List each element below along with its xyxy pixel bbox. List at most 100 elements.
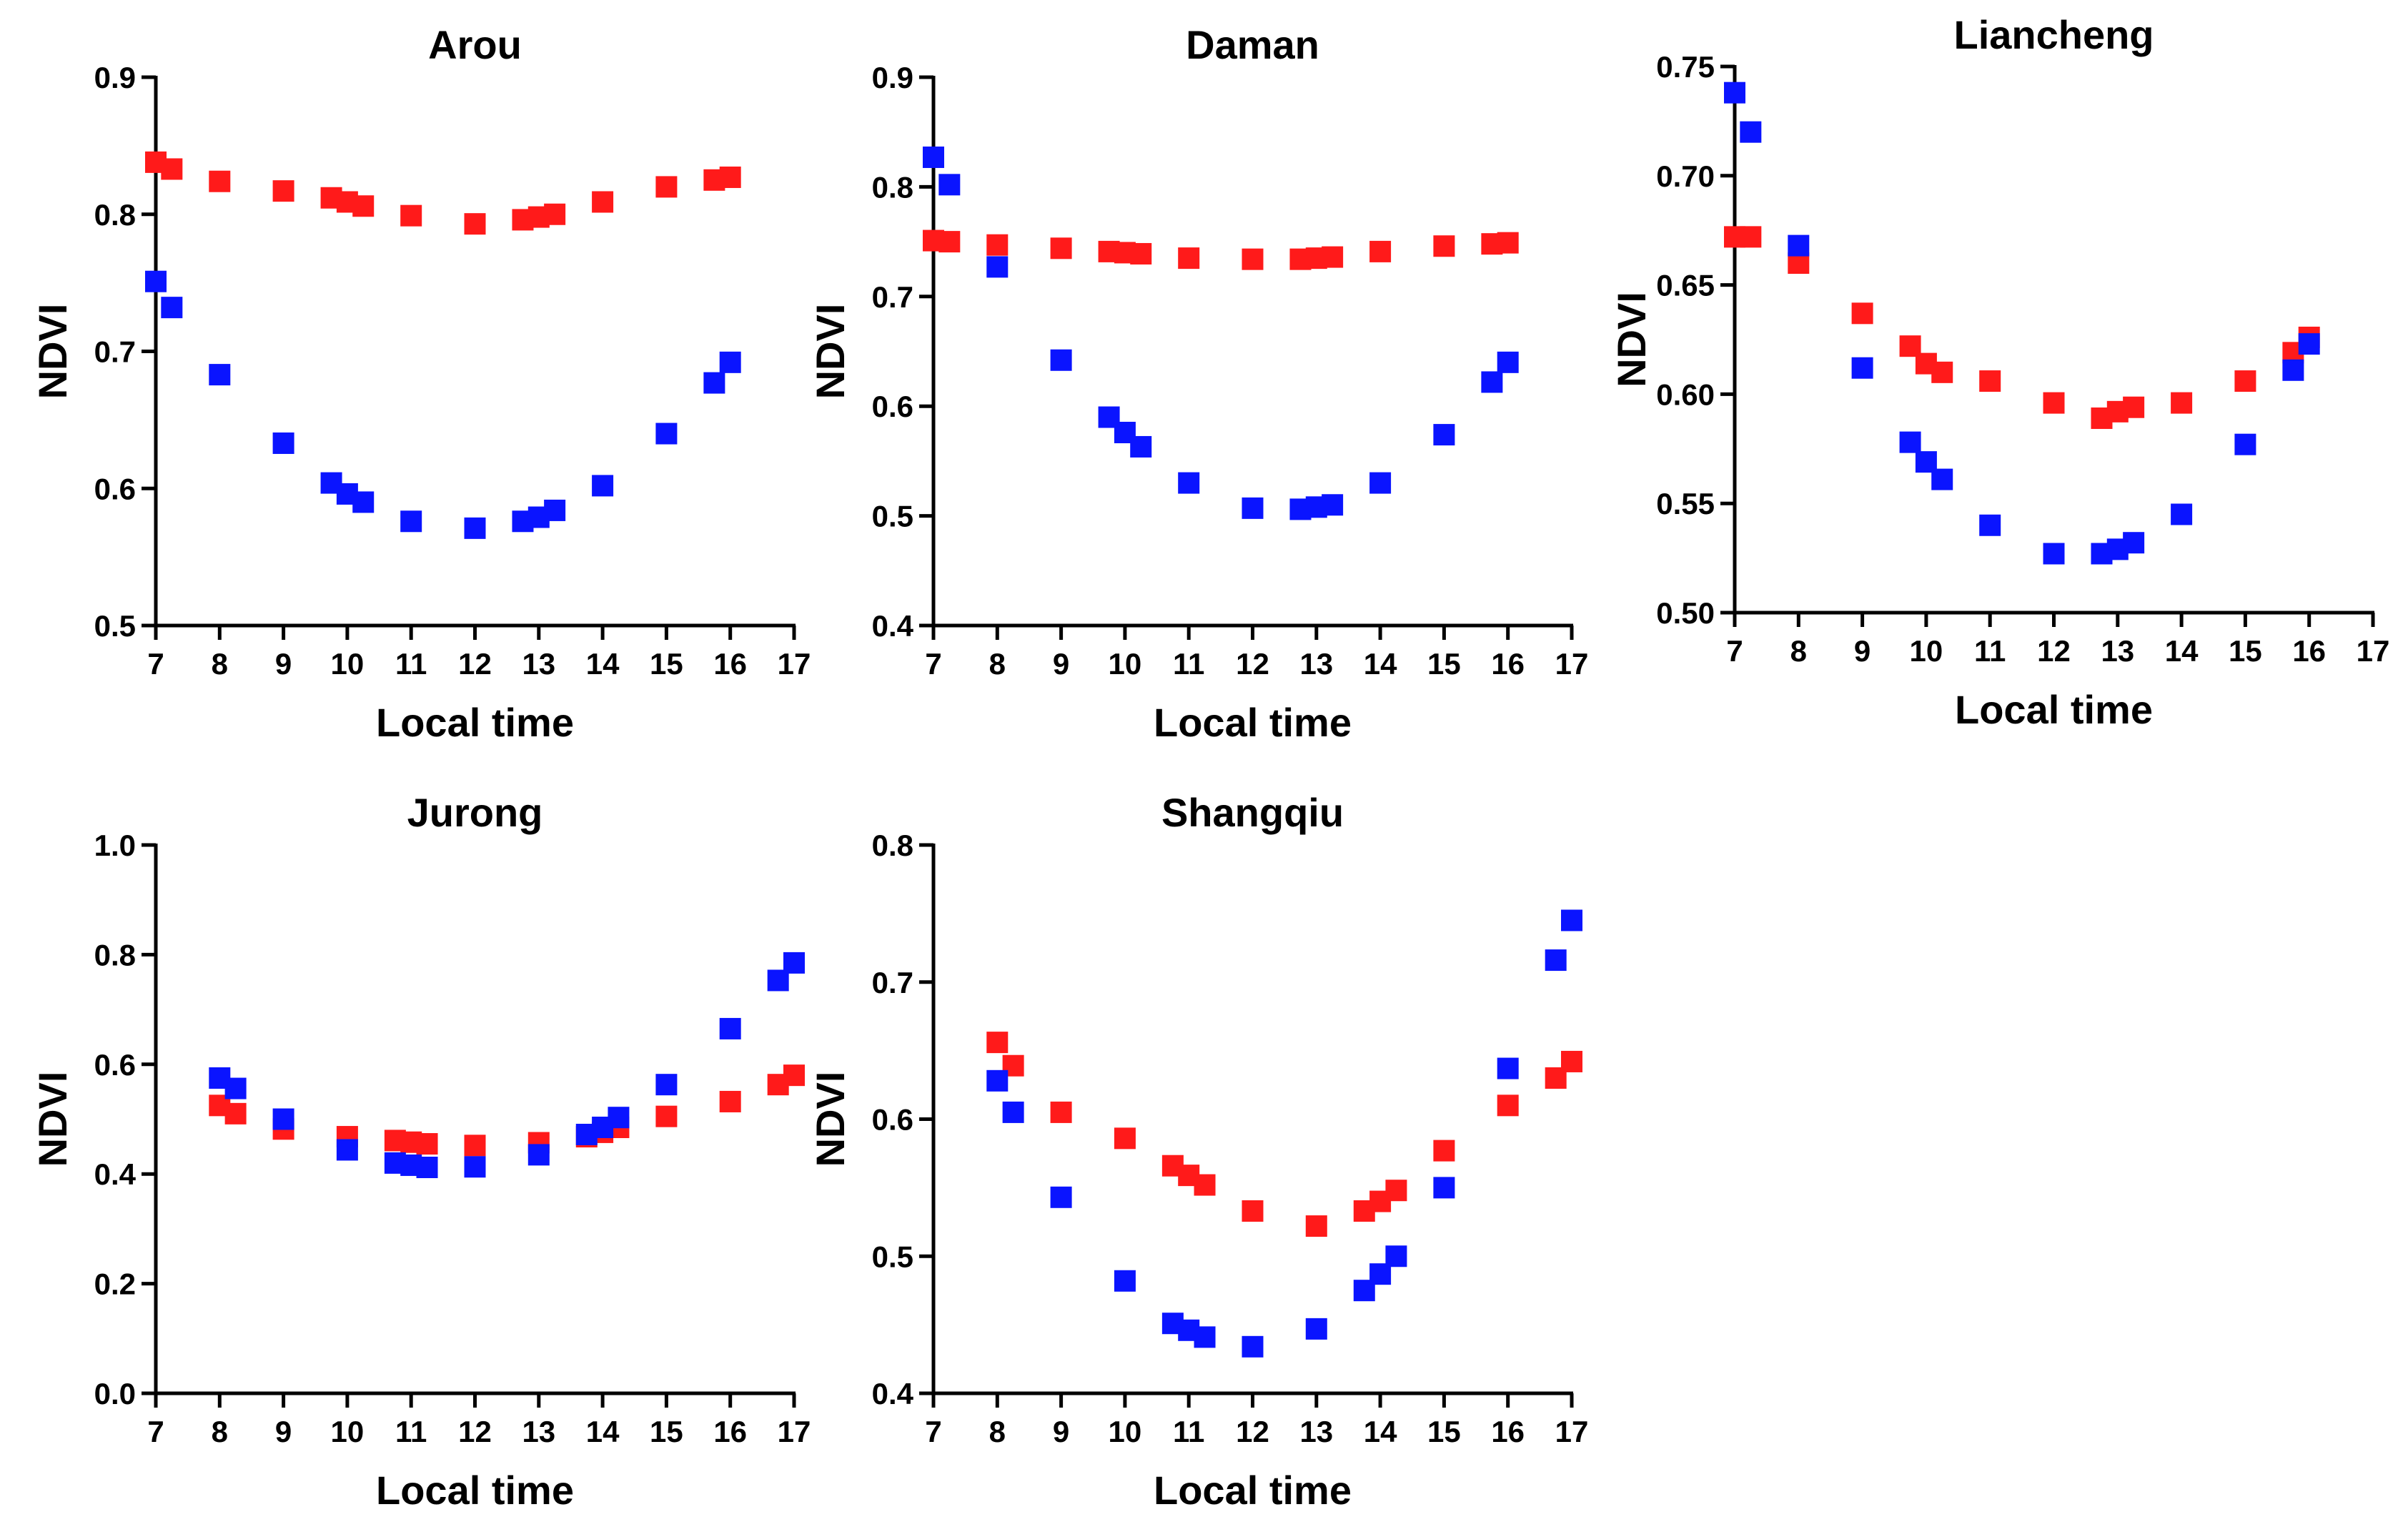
data-point-red (1130, 242, 1152, 265)
x-axis-label: Local time (376, 700, 574, 745)
x-tick-label: 8 (989, 1415, 1006, 1448)
x-tick-label: 16 (1491, 1415, 1525, 1448)
data-point-red (986, 1032, 1009, 1054)
y-tick-label: 0.55 (1656, 487, 1715, 520)
data-point-blue (544, 499, 566, 521)
data-point-blue (145, 270, 167, 292)
x-tick-label: 14 (1364, 1415, 1397, 1448)
x-tick-label: 10 (331, 647, 365, 681)
y-axis-label: NDVI (30, 1072, 75, 1167)
data-point-red (2043, 392, 2065, 414)
x-tick-label: 10 (1109, 647, 1142, 681)
x-tick-label: 14 (1364, 647, 1397, 681)
x-tick-label: 7 (147, 1415, 164, 1448)
x-axis-label: Local time (376, 1468, 574, 1513)
data-point-red (1114, 1127, 1136, 1150)
y-tick-label: 1.0 (94, 829, 136, 862)
data-point-blue (1050, 349, 1072, 371)
y-axis-label: NDVI (808, 1072, 853, 1167)
data-point-red (1305, 1215, 1327, 1237)
x-tick-label: 7 (147, 647, 164, 681)
data-point-blue (655, 422, 678, 445)
x-tick-label: 9 (275, 647, 292, 681)
y-tick-label: 0.5 (872, 1240, 913, 1273)
y-tick-label: 0.6 (872, 1103, 913, 1137)
data-point-blue (703, 372, 725, 394)
data-point-red (1050, 1101, 1072, 1123)
data-point-red (2234, 370, 2256, 392)
y-tick-label: 0.50 (1656, 596, 1715, 630)
series-blue (1724, 81, 2320, 565)
data-point-red (938, 231, 961, 253)
y-tick-label: 0.8 (94, 938, 136, 972)
y-axis-label: NDVI (808, 304, 853, 400)
data-point-blue (1194, 1326, 1216, 1348)
x-tick-label: 12 (458, 647, 492, 681)
x-tick-label: 13 (1299, 1415, 1333, 1448)
y-tick-label: 0.7 (872, 280, 913, 314)
y-tick-label: 0.9 (872, 61, 913, 94)
data-point-blue (2043, 543, 2065, 565)
data-point-blue (1561, 909, 1582, 931)
data-point-red (464, 213, 486, 235)
data-point-red (1178, 247, 1200, 270)
data-point-red (464, 1135, 486, 1157)
data-point-blue (1740, 121, 1762, 143)
data-point-blue (161, 297, 183, 319)
data-point-red (1979, 370, 2001, 392)
chart-title: Arou (428, 22, 522, 67)
x-tick-label: 8 (212, 1415, 228, 1448)
data-point-red (783, 1064, 805, 1087)
y-tick-label: 0.4 (872, 1377, 914, 1410)
data-point-blue (1979, 514, 2001, 536)
y-tick-label: 0.6 (94, 1048, 136, 1082)
x-axis-label: Local time (1154, 700, 1352, 745)
data-point-red (544, 203, 566, 225)
data-point-red (719, 166, 741, 188)
data-point-blue (783, 952, 805, 974)
x-tick-label: 16 (713, 647, 747, 681)
data-point-red (416, 1133, 438, 1155)
data-point-red (1851, 302, 1873, 325)
data-point-blue (1899, 431, 1921, 453)
x-tick-label: 17 (1555, 647, 1589, 681)
x-tick-label: 8 (989, 647, 1006, 681)
x-tick-label: 10 (331, 1415, 365, 1448)
data-point-red (1242, 1200, 1264, 1222)
data-point-red (1497, 1094, 1519, 1117)
x-tick-label: 11 (1974, 634, 2006, 668)
x-tick-label: 7 (925, 1415, 941, 1448)
data-point-blue (1130, 435, 1152, 458)
series-blue (986, 909, 1582, 1358)
data-point-blue (1114, 1270, 1136, 1292)
y-tick-label: 0.4 (94, 1157, 137, 1191)
data-point-blue (1788, 234, 1810, 257)
x-tick-label: 7 (925, 647, 941, 681)
y-tick-label: 0.8 (94, 198, 136, 232)
data-point-red (1369, 240, 1392, 262)
data-point-red (2171, 392, 2193, 414)
x-tick-label: 10 (1910, 634, 1943, 668)
x-tick-label: 14 (586, 647, 620, 681)
series-red (209, 1064, 805, 1157)
x-tick-label: 12 (1236, 647, 1269, 681)
data-point-blue (1931, 468, 1953, 490)
chart-panel-daman: Daman 0.4 0.5 0.6 0.7 0.8 0.9 7 8 9 10 11 12 13 14 15 16… (808, 22, 1588, 745)
data-point-blue (272, 1108, 294, 1130)
data-point-blue (986, 1069, 1009, 1092)
data-point-blue (527, 1144, 550, 1166)
x-tick-label: 9 (275, 1415, 292, 1448)
chart-panel-jurong: Jurong 0.0 0.2 0.4 0.6 0.8 1.0 7 8 9 10 11 12 13 14 15 1… (30, 790, 811, 1513)
y-tick-label: 0.9 (94, 61, 136, 94)
data-point-red (592, 191, 614, 213)
x-axis-label: Local time (1955, 687, 2153, 732)
data-point-blue (2171, 503, 2193, 525)
data-point-blue (209, 364, 231, 386)
x-tick-label: 17 (2357, 634, 2390, 668)
data-point-blue (1178, 472, 1200, 494)
x-tick-label: 12 (2037, 634, 2071, 668)
data-point-blue (2123, 532, 2145, 554)
y-tick-label: 0.5 (872, 500, 913, 533)
data-point-blue (1242, 497, 1264, 519)
data-point-red (1242, 248, 1264, 270)
